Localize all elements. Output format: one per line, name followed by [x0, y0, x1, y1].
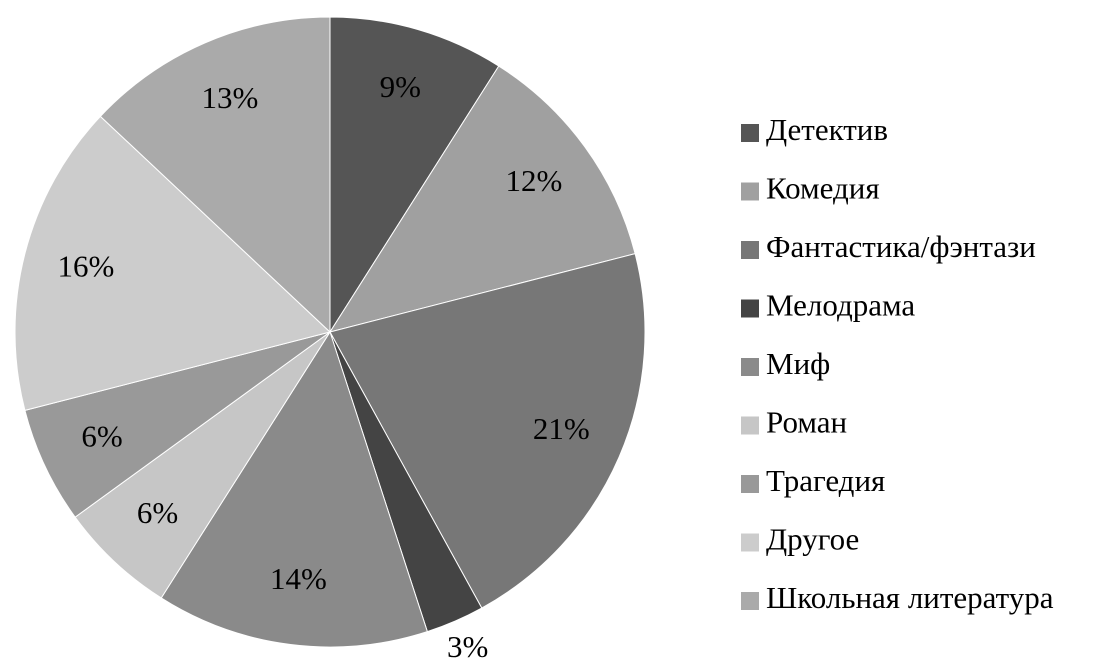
legend-swatch	[741, 241, 759, 259]
pie-slice	[74, 331, 331, 599]
legend-swatch	[741, 182, 759, 201]
pie-slice	[160, 330, 428, 648]
data-label: 12%	[505, 163, 562, 198]
legend-swatch	[741, 358, 759, 376]
legend-label: Миф	[766, 346, 830, 381]
legend-swatch	[741, 475, 759, 493]
data-label: 13%	[202, 80, 259, 115]
legend-label: Мелодрама	[766, 288, 915, 323]
data-label: 6%	[81, 418, 122, 453]
legend-label: Школьная литература	[766, 580, 1054, 615]
legend-swatch	[741, 533, 759, 552]
pie-slice	[329, 16, 500, 334]
data-label: 9%	[380, 69, 421, 104]
data-label: 14%	[270, 561, 327, 596]
data-label: 6%	[137, 495, 178, 530]
pie-slice	[14, 115, 332, 411]
data-label: 3%	[447, 629, 488, 664]
pie-slice	[328, 65, 636, 333]
pie-slice	[24, 331, 331, 518]
legend-label: Роман	[766, 405, 847, 440]
legend-label: Фантастика/фэнтази	[766, 229, 1036, 264]
legend-swatch	[741, 124, 759, 142]
data-label: 16%	[58, 248, 115, 283]
legend-swatch	[741, 299, 759, 318]
legend-swatch	[741, 416, 759, 435]
legend-swatch	[741, 592, 759, 610]
legend-label: Комедия	[766, 171, 880, 206]
pie-slice	[99, 16, 331, 334]
legend-label: Другое	[766, 522, 859, 557]
pie-slice	[329, 253, 646, 609]
data-label: 21%	[533, 411, 590, 446]
legend-label: Трагедия	[766, 463, 885, 498]
legend-label: Детектив	[766, 112, 888, 147]
